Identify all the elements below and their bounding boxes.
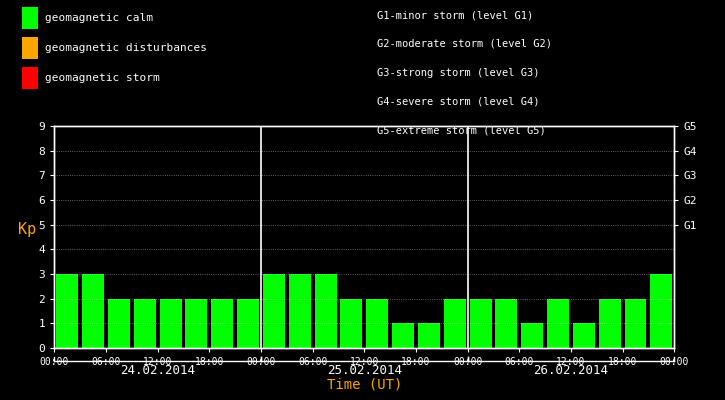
Bar xyxy=(650,274,672,348)
Bar xyxy=(624,299,647,348)
Bar xyxy=(237,299,259,348)
Bar xyxy=(547,299,569,348)
Bar xyxy=(444,299,465,348)
Text: G3-strong storm (level G3): G3-strong storm (level G3) xyxy=(377,68,539,78)
Bar xyxy=(341,299,362,348)
Bar xyxy=(495,299,518,348)
Text: G5-extreme storm (level G5): G5-extreme storm (level G5) xyxy=(377,125,546,135)
Bar xyxy=(186,299,207,348)
Text: Time (UT): Time (UT) xyxy=(327,377,402,391)
Text: G4-severe storm (level G4): G4-severe storm (level G4) xyxy=(377,96,539,106)
Bar xyxy=(160,299,181,348)
Text: 25.02.2014: 25.02.2014 xyxy=(327,364,402,376)
Bar xyxy=(599,299,621,348)
Text: G1-minor storm (level G1): G1-minor storm (level G1) xyxy=(377,10,534,20)
Text: 26.02.2014: 26.02.2014 xyxy=(534,364,608,376)
Bar xyxy=(57,274,78,348)
Bar xyxy=(108,299,130,348)
Bar xyxy=(263,274,285,348)
Bar xyxy=(392,323,414,348)
Bar xyxy=(573,323,594,348)
Y-axis label: Kp: Kp xyxy=(18,222,36,237)
Text: G2-moderate storm (level G2): G2-moderate storm (level G2) xyxy=(377,39,552,49)
Bar xyxy=(289,274,311,348)
Bar xyxy=(82,274,104,348)
Bar xyxy=(418,323,440,348)
Text: geomagnetic storm: geomagnetic storm xyxy=(45,73,160,83)
Bar xyxy=(211,299,233,348)
Bar xyxy=(366,299,388,348)
Text: geomagnetic calm: geomagnetic calm xyxy=(45,13,153,23)
Bar xyxy=(470,299,492,348)
Bar xyxy=(315,274,336,348)
Text: geomagnetic disturbances: geomagnetic disturbances xyxy=(45,43,207,53)
Bar xyxy=(521,323,543,348)
Bar xyxy=(134,299,156,348)
Text: 24.02.2014: 24.02.2014 xyxy=(120,364,195,376)
